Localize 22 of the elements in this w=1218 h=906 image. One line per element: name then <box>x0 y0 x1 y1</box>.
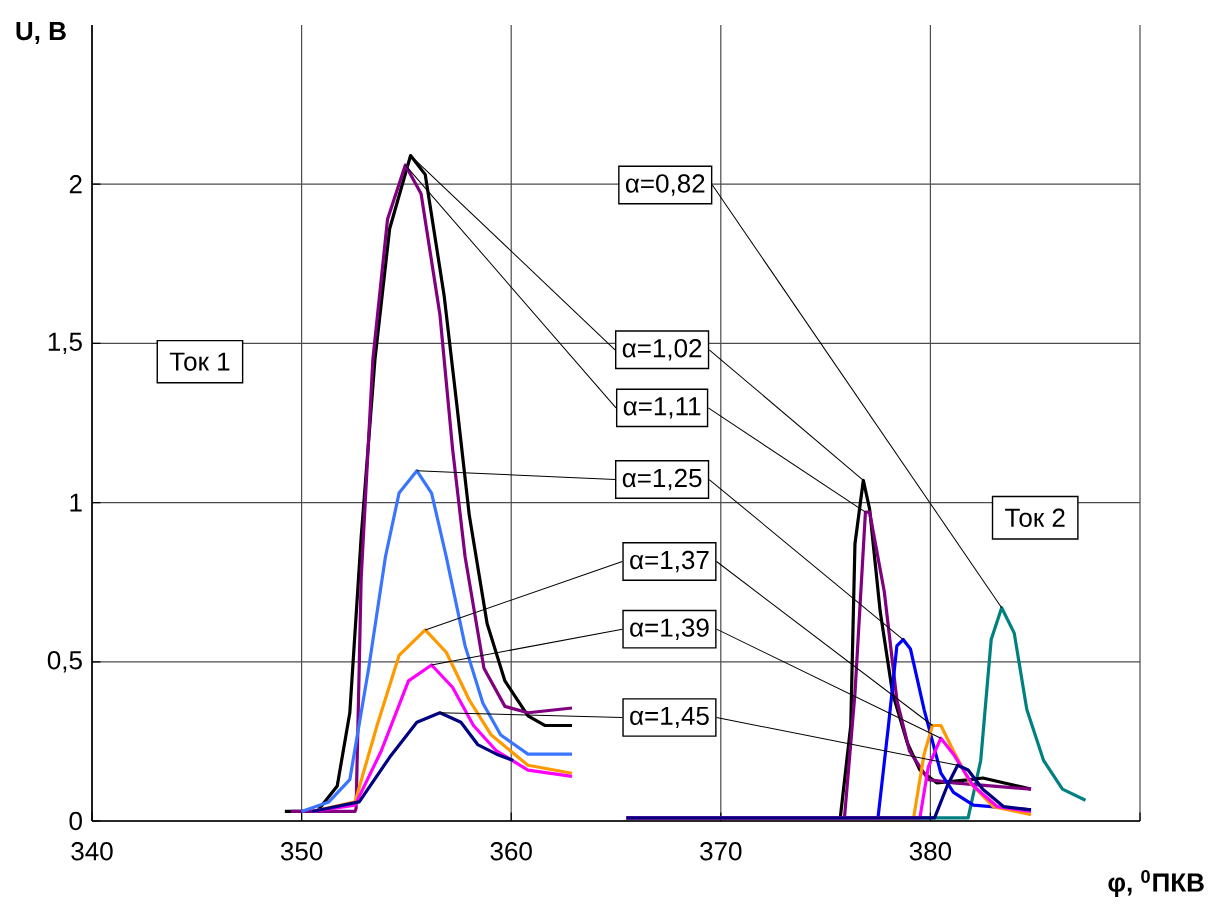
y-tick-label: 1,5 <box>48 332 82 355</box>
x-tick-label: 360 <box>490 842 532 861</box>
annotation: Ток 1 <box>169 352 230 371</box>
x-tick-label: 340 <box>71 842 113 861</box>
x-tick-label: 370 <box>700 842 742 861</box>
annotation: Ток 2 <box>1005 508 1065 527</box>
y-tick-label: 1 <box>70 493 82 512</box>
x-tick-label: 350 <box>280 842 323 861</box>
annotation: α=1,11 <box>623 397 701 419</box>
annotation: α=1,25 <box>622 468 702 491</box>
annotation: α=1,37 <box>630 550 709 573</box>
x-axis-title: φ, $^{0}$ПКВ <box>1108 870 1204 897</box>
y-tick-label: 0,5 <box>47 651 82 673</box>
y-tick-label: 0 <box>69 811 82 831</box>
annotation: α=0,82 <box>625 174 705 196</box>
line-series <box>300 469 574 814</box>
annotation: α=1,39 <box>630 618 709 640</box>
annotation: α=1,02 <box>622 339 702 361</box>
y-axis-title: U, В <box>16 22 66 44</box>
annotation: α=1,45 <box>630 706 709 729</box>
x-tick-label: 380 <box>909 842 952 861</box>
y-tick-label: 2 <box>69 175 82 194</box>
